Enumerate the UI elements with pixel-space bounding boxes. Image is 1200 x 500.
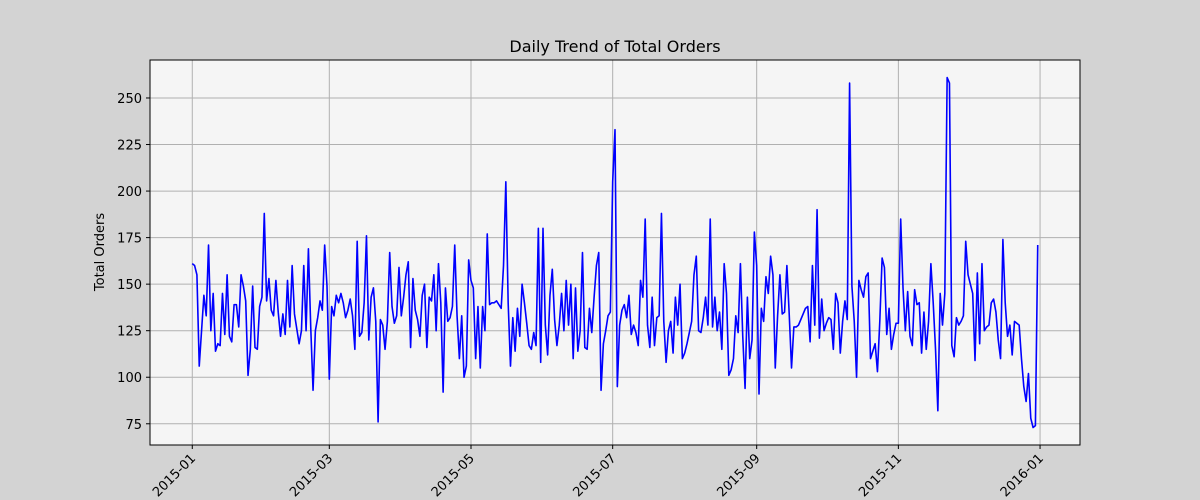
plot-area [150, 60, 1080, 445]
plot-frame [149, 59, 1081, 446]
y-tick-label: 225 [117, 139, 142, 154]
y-axis-label: Total Orders [93, 213, 108, 292]
y-tick-label: 250 [117, 92, 142, 107]
y-tick-label: 175 [117, 232, 142, 247]
y-tick-label: 100 [117, 371, 142, 386]
data-line [191, 76, 1039, 429]
y-tick-label: 200 [117, 185, 142, 200]
y-tick-label: 125 [117, 325, 142, 340]
chart-title: Daily Trend of Total Orders [509, 37, 720, 56]
y-tick-label: 150 [117, 278, 142, 293]
y-tick-label: 75 [125, 418, 142, 433]
